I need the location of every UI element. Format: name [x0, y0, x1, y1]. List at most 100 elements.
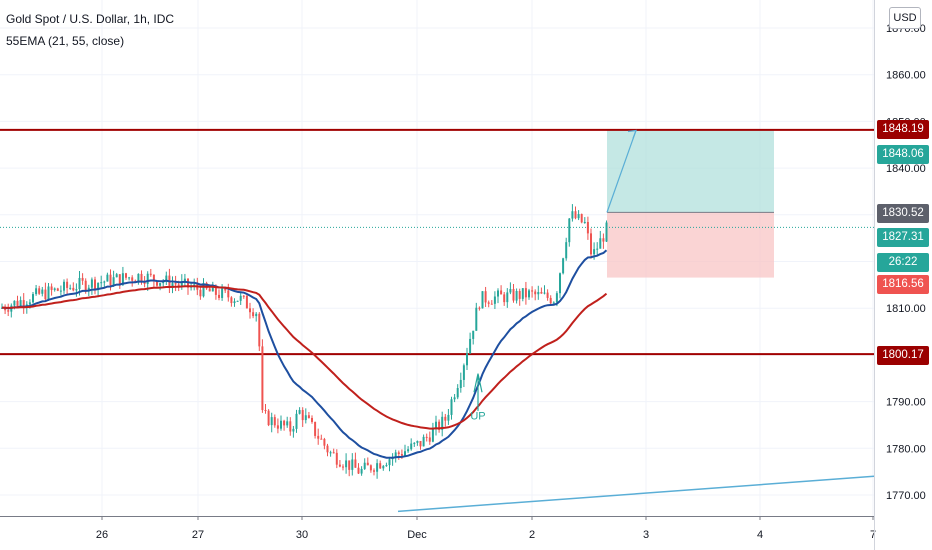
candle-body — [53, 288, 56, 290]
candle-body — [137, 273, 140, 282]
candle-body — [438, 421, 441, 430]
candle-body — [546, 292, 549, 298]
candle-body — [524, 288, 527, 298]
candle-body — [211, 285, 214, 292]
candle-body — [261, 346, 264, 411]
candle-body — [518, 291, 521, 299]
price-tag: 1816.56 — [877, 275, 929, 294]
candle-body — [118, 274, 121, 285]
candle-body — [326, 445, 329, 453]
candle-body — [348, 460, 351, 470]
candle-body — [41, 289, 44, 294]
candle-body — [143, 281, 146, 284]
candle-body — [7, 310, 10, 312]
candle-body — [394, 452, 397, 458]
candle-body — [590, 233, 592, 255]
candle-body — [273, 417, 276, 426]
candle-body — [81, 277, 84, 281]
candle-body — [171, 283, 174, 289]
candle-body — [131, 277, 134, 281]
x-tick-label: 27 — [192, 529, 204, 541]
candle-body — [360, 468, 363, 474]
price-tag: 1827.31 — [877, 228, 929, 247]
candle-body — [506, 292, 509, 303]
y-tick-label: 1810.00 — [886, 303, 926, 315]
candle-body — [540, 292, 543, 294]
candle-body — [121, 273, 124, 285]
candle-body — [332, 452, 335, 454]
candle-body — [416, 440, 419, 443]
candle-body — [283, 420, 286, 426]
candle-body — [301, 410, 304, 421]
candle-body — [531, 290, 534, 292]
stop-zone — [607, 212, 774, 278]
price-tag: 26:22 — [877, 253, 929, 272]
candle-body — [230, 297, 233, 304]
candle-body — [469, 338, 472, 354]
trend-line — [397, 475, 875, 513]
candle-body — [97, 282, 100, 290]
candle-body — [307, 415, 310, 418]
candle-body — [323, 439, 326, 446]
candle-body — [534, 291, 537, 295]
candle-body — [249, 308, 251, 313]
candle-body — [555, 293, 558, 303]
projection-arrow — [606, 130, 637, 213]
candle-body — [311, 417, 313, 422]
y-tick-label: 1770.00 — [886, 490, 926, 502]
candle-body — [528, 290, 530, 298]
candle-body — [419, 440, 422, 447]
candle-body — [478, 307, 481, 309]
candle-body — [456, 388, 459, 398]
candle-body — [258, 313, 261, 347]
y-tick-label: 1860.00 — [886, 70, 926, 82]
candle-body — [543, 292, 546, 294]
candle-body — [72, 287, 75, 291]
candle-body — [239, 295, 242, 301]
candle-body — [407, 449, 410, 452]
x-tick-label: Dec — [407, 529, 427, 541]
candle-body — [103, 281, 106, 283]
candle-body — [373, 470, 375, 472]
candle-body — [450, 399, 453, 415]
candle-body — [236, 300, 239, 302]
candle-body — [459, 379, 462, 389]
candle-body — [208, 288, 211, 292]
candle-body — [475, 307, 478, 331]
candle-body — [565, 242, 568, 259]
candle-body — [493, 296, 496, 304]
candle-body — [605, 222, 608, 242]
candle-body — [94, 279, 96, 290]
candle-body — [280, 420, 282, 429]
drawings: UP — [397, 129, 875, 513]
candle-body — [466, 353, 468, 366]
candle-body — [78, 277, 81, 290]
candle-body — [22, 300, 25, 307]
candle-body — [156, 280, 158, 286]
candle-body — [28, 302, 31, 305]
candle-body — [267, 410, 270, 426]
candle-body — [335, 452, 338, 465]
price-tag: 1848.06 — [877, 145, 929, 164]
up-arrow-icon — [473, 373, 483, 411]
candle-body — [351, 459, 354, 470]
candle-body — [602, 238, 605, 242]
horizontal-levels — [0, 128, 874, 356]
candle-body — [369, 465, 372, 471]
y-tick-label: 1780.00 — [886, 443, 926, 455]
candle-body — [4, 307, 7, 311]
candle-body — [233, 301, 236, 304]
candle-body — [422, 436, 425, 447]
candle-body — [47, 286, 50, 300]
candle-body — [50, 286, 53, 290]
candle-body — [35, 288, 38, 295]
currency-button[interactable]: USD — [889, 7, 921, 29]
candle-body — [289, 421, 292, 432]
candle-body — [16, 300, 19, 307]
y-tick-label: 1790.00 — [886, 397, 926, 409]
x-tick-label: 7 — [870, 529, 876, 541]
candle-body — [453, 397, 456, 400]
candle-body — [521, 288, 524, 299]
candle-body — [221, 288, 224, 298]
